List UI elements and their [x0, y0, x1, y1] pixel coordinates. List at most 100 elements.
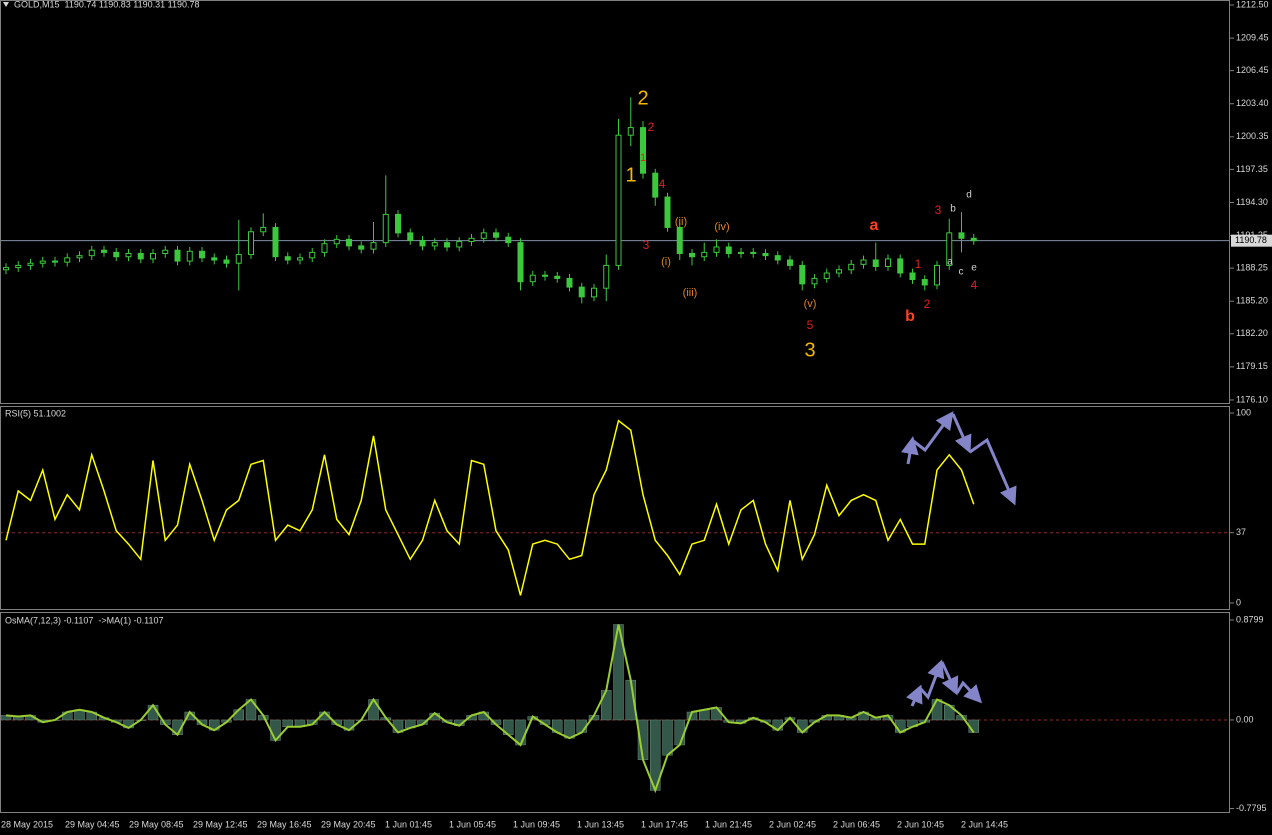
candle-body: [162, 249, 169, 254]
candle-body: [431, 242, 438, 247]
x-tick-label: 1 Jun 17:45: [641, 819, 688, 829]
candle-body: [640, 127, 646, 174]
candle-body: [725, 246, 732, 254]
candle-body: [137, 252, 144, 260]
candle-body: [860, 259, 867, 265]
y-tick-label: 1200.35: [1236, 131, 1269, 141]
wave-label: c: [959, 267, 964, 278]
candle-body: [468, 237, 475, 243]
candle-body: [284, 256, 291, 261]
wave-label: 3: [804, 339, 815, 361]
arrow: [911, 411, 954, 453]
candle-body: [603, 264, 610, 289]
candle-body: [958, 232, 965, 239]
candle-body: [419, 239, 426, 247]
candle-body: [921, 279, 928, 286]
candle-body: [76, 255, 83, 259]
arrow: [969, 437, 1017, 506]
x-tick-label: 29 May 04:45: [65, 819, 120, 829]
candle-body: [738, 251, 744, 254]
candle-body: [480, 232, 487, 239]
candle-body: [64, 257, 71, 263]
arrow: [900, 436, 919, 465]
arrow: [905, 684, 923, 707]
current-price-label: 1190.78: [1235, 235, 1267, 245]
wave-label: b: [950, 204, 956, 215]
arrow: [955, 680, 983, 704]
wave-label: b: [905, 308, 915, 325]
candle-body: [578, 286, 585, 298]
candle-body: [456, 241, 463, 248]
candle-body: [689, 252, 695, 258]
candle-body: [701, 251, 708, 258]
candle-body: [297, 257, 303, 261]
candle-body: [542, 274, 548, 277]
candle-body: [248, 231, 254, 256]
osma-bar: [711, 707, 722, 721]
y-tick-label: 1188.25: [1236, 262, 1268, 272]
candle-body: [909, 272, 916, 281]
x-tick-label: 2 Jun 06:45: [833, 819, 880, 829]
osma-bar: [662, 719, 673, 756]
candle-body: [529, 274, 536, 283]
candle-body: [235, 254, 242, 264]
osma-arrows: [905, 659, 983, 707]
candle-body: [799, 264, 806, 285]
y-tick-label: -0.7795: [1236, 803, 1267, 813]
wave-label: (v): [804, 298, 817, 310]
x-tick-label: 1 Jun 05:45: [449, 819, 496, 829]
candle-body: [762, 252, 769, 257]
x-tick-label: 1 Jun 21:45: [705, 819, 752, 829]
y-tick-label: 1197.35: [1236, 164, 1268, 174]
candle-body: [591, 287, 597, 298]
osma-panel-frame: [0, 612, 1230, 813]
candle-body: [652, 172, 659, 198]
arrow: [940, 661, 959, 696]
symbol-menu-icon[interactable]: [3, 2, 9, 7]
wave-label: 3: [935, 203, 942, 217]
rsi-panel-frame: [0, 406, 1230, 610]
arrow: [951, 413, 972, 454]
candle-body: [3, 267, 9, 271]
x-tick-label: 2 Jun 10:45: [897, 819, 944, 829]
candle-body: [333, 238, 340, 245]
x-tick-label: 29 May 16:45: [257, 819, 312, 829]
candle-body: [885, 258, 891, 267]
candle-body: [713, 246, 720, 253]
osma-bar: [368, 699, 379, 721]
wave-label: (iv): [714, 221, 729, 233]
y-tick-label: 1206.45: [1236, 65, 1269, 75]
osma-line: [5, 624, 975, 794]
x-tick-label: 2 Jun 02:45: [769, 819, 816, 829]
candle-body: [505, 236, 512, 244]
y-tick-label: 0.8799: [1236, 614, 1264, 624]
y-tick-label: 0.00: [1236, 714, 1254, 724]
candle-body: [88, 249, 95, 257]
rsi-arrows: [900, 411, 1017, 506]
wave-label: 2: [637, 87, 648, 109]
candle-body: [774, 255, 781, 261]
candle-body: [676, 226, 683, 254]
wave-label: 2: [924, 297, 931, 311]
rsi-line: [5, 419, 975, 596]
candle-body: [174, 249, 181, 262]
wave-label: 1: [915, 257, 922, 271]
candle-body: [186, 250, 193, 262]
wave-label: e: [971, 263, 977, 274]
candle-body: [664, 196, 671, 228]
y-tick-label: 1203.40: [1236, 98, 1269, 108]
price-panel-frame: [0, 0, 1230, 404]
candle-body: [970, 237, 977, 242]
x-tick-label: 2 Jun 14:45: [961, 819, 1008, 829]
wave-label: (iii): [683, 287, 698, 299]
candle-body: [934, 264, 940, 286]
candle-body: [223, 259, 230, 264]
x-tick-label: 28 May 2015: [1, 819, 53, 829]
osma-title: OsMA(7,12,3) -0.1107 ->MA(1) -0.1107: [5, 615, 163, 625]
candle-body: [407, 232, 414, 241]
candle-body: [872, 259, 879, 267]
wave-label: 3: [643, 238, 650, 252]
